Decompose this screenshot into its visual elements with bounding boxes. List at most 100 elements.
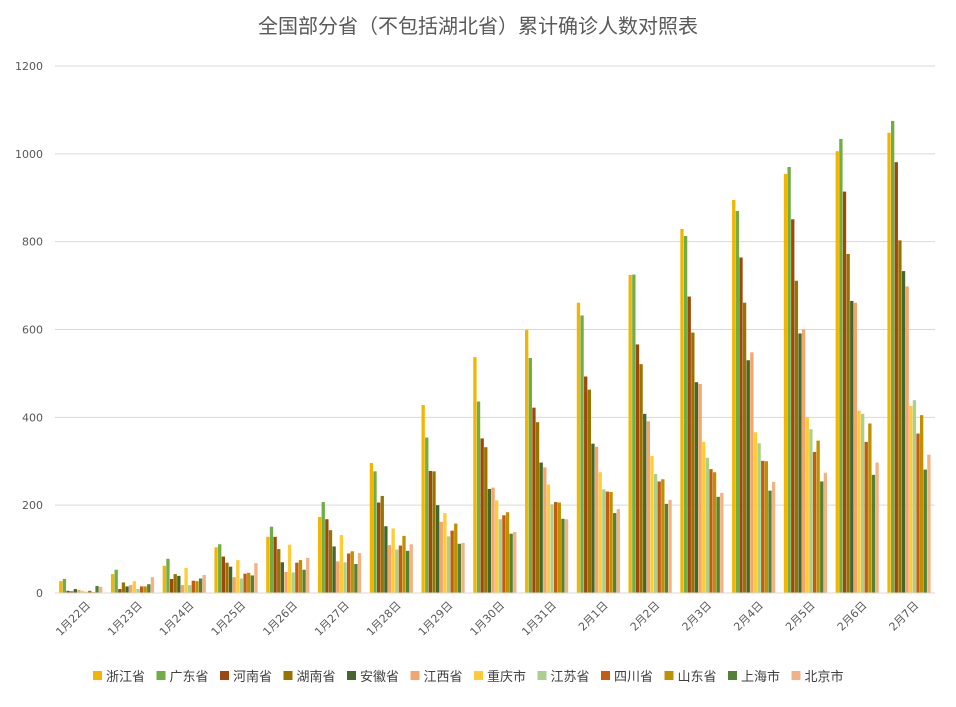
- bar: [860, 413, 865, 593]
- bar: [188, 585, 192, 593]
- bar: [180, 585, 185, 593]
- x-tick-label: 1月28日: [364, 599, 404, 639]
- bar: [923, 469, 927, 593]
- bar: [875, 462, 879, 593]
- bar: [643, 413, 647, 593]
- bar: [287, 544, 292, 593]
- bar: [539, 462, 543, 593]
- bar: [661, 479, 665, 593]
- bar: [480, 438, 484, 593]
- bar: [898, 240, 902, 593]
- x-tick-label: 1月23日: [105, 599, 145, 639]
- bar: [632, 274, 636, 593]
- bar: [343, 562, 347, 593]
- bar: [239, 578, 244, 593]
- bar: [202, 574, 206, 593]
- bar: [428, 470, 433, 593]
- bar: [225, 562, 229, 593]
- legend-swatch: [283, 671, 293, 680]
- legend-swatch: [474, 671, 483, 680]
- bar: [450, 530, 454, 593]
- bar: [243, 573, 247, 593]
- bar: [354, 564, 358, 593]
- legend: 浙江省 广东省 河南省 湖南省 安徽省 江西省 重庆市 江苏省 四川省 山东省 上海市 北京市: [93, 669, 844, 685]
- bar: [132, 581, 136, 593]
- bar: [509, 533, 513, 593]
- bar: [864, 441, 868, 593]
- legend-label: 重庆市: [487, 669, 526, 685]
- bar: [357, 553, 362, 593]
- bar: [114, 569, 118, 593]
- bar: [546, 484, 551, 593]
- bar: [277, 549, 281, 593]
- bar: [173, 574, 177, 593]
- bar: [532, 407, 536, 593]
- bar: [742, 302, 747, 593]
- bar: [350, 551, 354, 593]
- bar: [846, 253, 850, 593]
- bar: [118, 589, 122, 593]
- bar: [694, 382, 699, 593]
- bar: [373, 471, 377, 593]
- x-tick-label: 2月4日: [731, 599, 766, 634]
- bar: [398, 545, 403, 593]
- bar: [59, 581, 63, 593]
- bar: [901, 271, 906, 593]
- bar: [927, 454, 931, 593]
- bar: [850, 300, 854, 593]
- bar: [716, 496, 720, 593]
- legend-label: 广东省: [170, 670, 209, 685]
- bar: [525, 329, 529, 593]
- bar: [561, 518, 565, 593]
- bar: [887, 132, 891, 593]
- bar: [336, 561, 340, 593]
- bar: [110, 574, 115, 593]
- y-tick-label: 400: [22, 411, 43, 424]
- bar: [894, 162, 898, 593]
- bar: [395, 549, 399, 593]
- x-axis-ticks: 1月22日 1月23日 1月24日 1月25日 1月26日 1月27日 1月28日 1月29日…: [53, 599, 921, 639]
- bar: [425, 437, 429, 593]
- bar: [136, 589, 140, 593]
- bar: [609, 491, 613, 593]
- bar: [306, 557, 310, 593]
- bar: [295, 562, 299, 593]
- bar: [95, 585, 99, 593]
- bar: [764, 461, 769, 593]
- bar: [346, 553, 351, 593]
- bar: [816, 440, 820, 593]
- bar: [325, 519, 329, 593]
- bar: [746, 360, 750, 593]
- bar: [580, 315, 584, 593]
- bar: [129, 585, 133, 593]
- bar: [339, 535, 344, 593]
- bar: [221, 556, 225, 593]
- bar: [528, 358, 532, 593]
- bar: [635, 344, 640, 593]
- bar: [454, 523, 458, 593]
- bar: [284, 571, 288, 593]
- bar: [269, 526, 274, 593]
- bar: [273, 536, 277, 593]
- bar: [139, 586, 144, 593]
- bar: [805, 417, 809, 593]
- bar: [502, 515, 506, 593]
- bar: [384, 526, 388, 593]
- bar: [616, 509, 620, 593]
- bar: [757, 443, 761, 593]
- bar: [576, 302, 581, 593]
- bar: [657, 481, 661, 593]
- bar: [868, 423, 872, 593]
- bar: [801, 329, 806, 593]
- bar: [798, 333, 802, 593]
- bar: [80, 590, 85, 593]
- legend-swatch: [664, 671, 674, 680]
- legend-label: 山东省: [678, 670, 717, 685]
- y-axis-ticks: 0 200 400 600 800 1000 1200: [15, 60, 43, 600]
- legend-swatch: [728, 671, 737, 680]
- bars: [59, 120, 931, 594]
- bar: [680, 228, 684, 593]
- legend-swatch: [791, 671, 801, 680]
- y-tick-label: 1000: [15, 148, 43, 161]
- x-tick-label: 2月5日: [783, 599, 818, 634]
